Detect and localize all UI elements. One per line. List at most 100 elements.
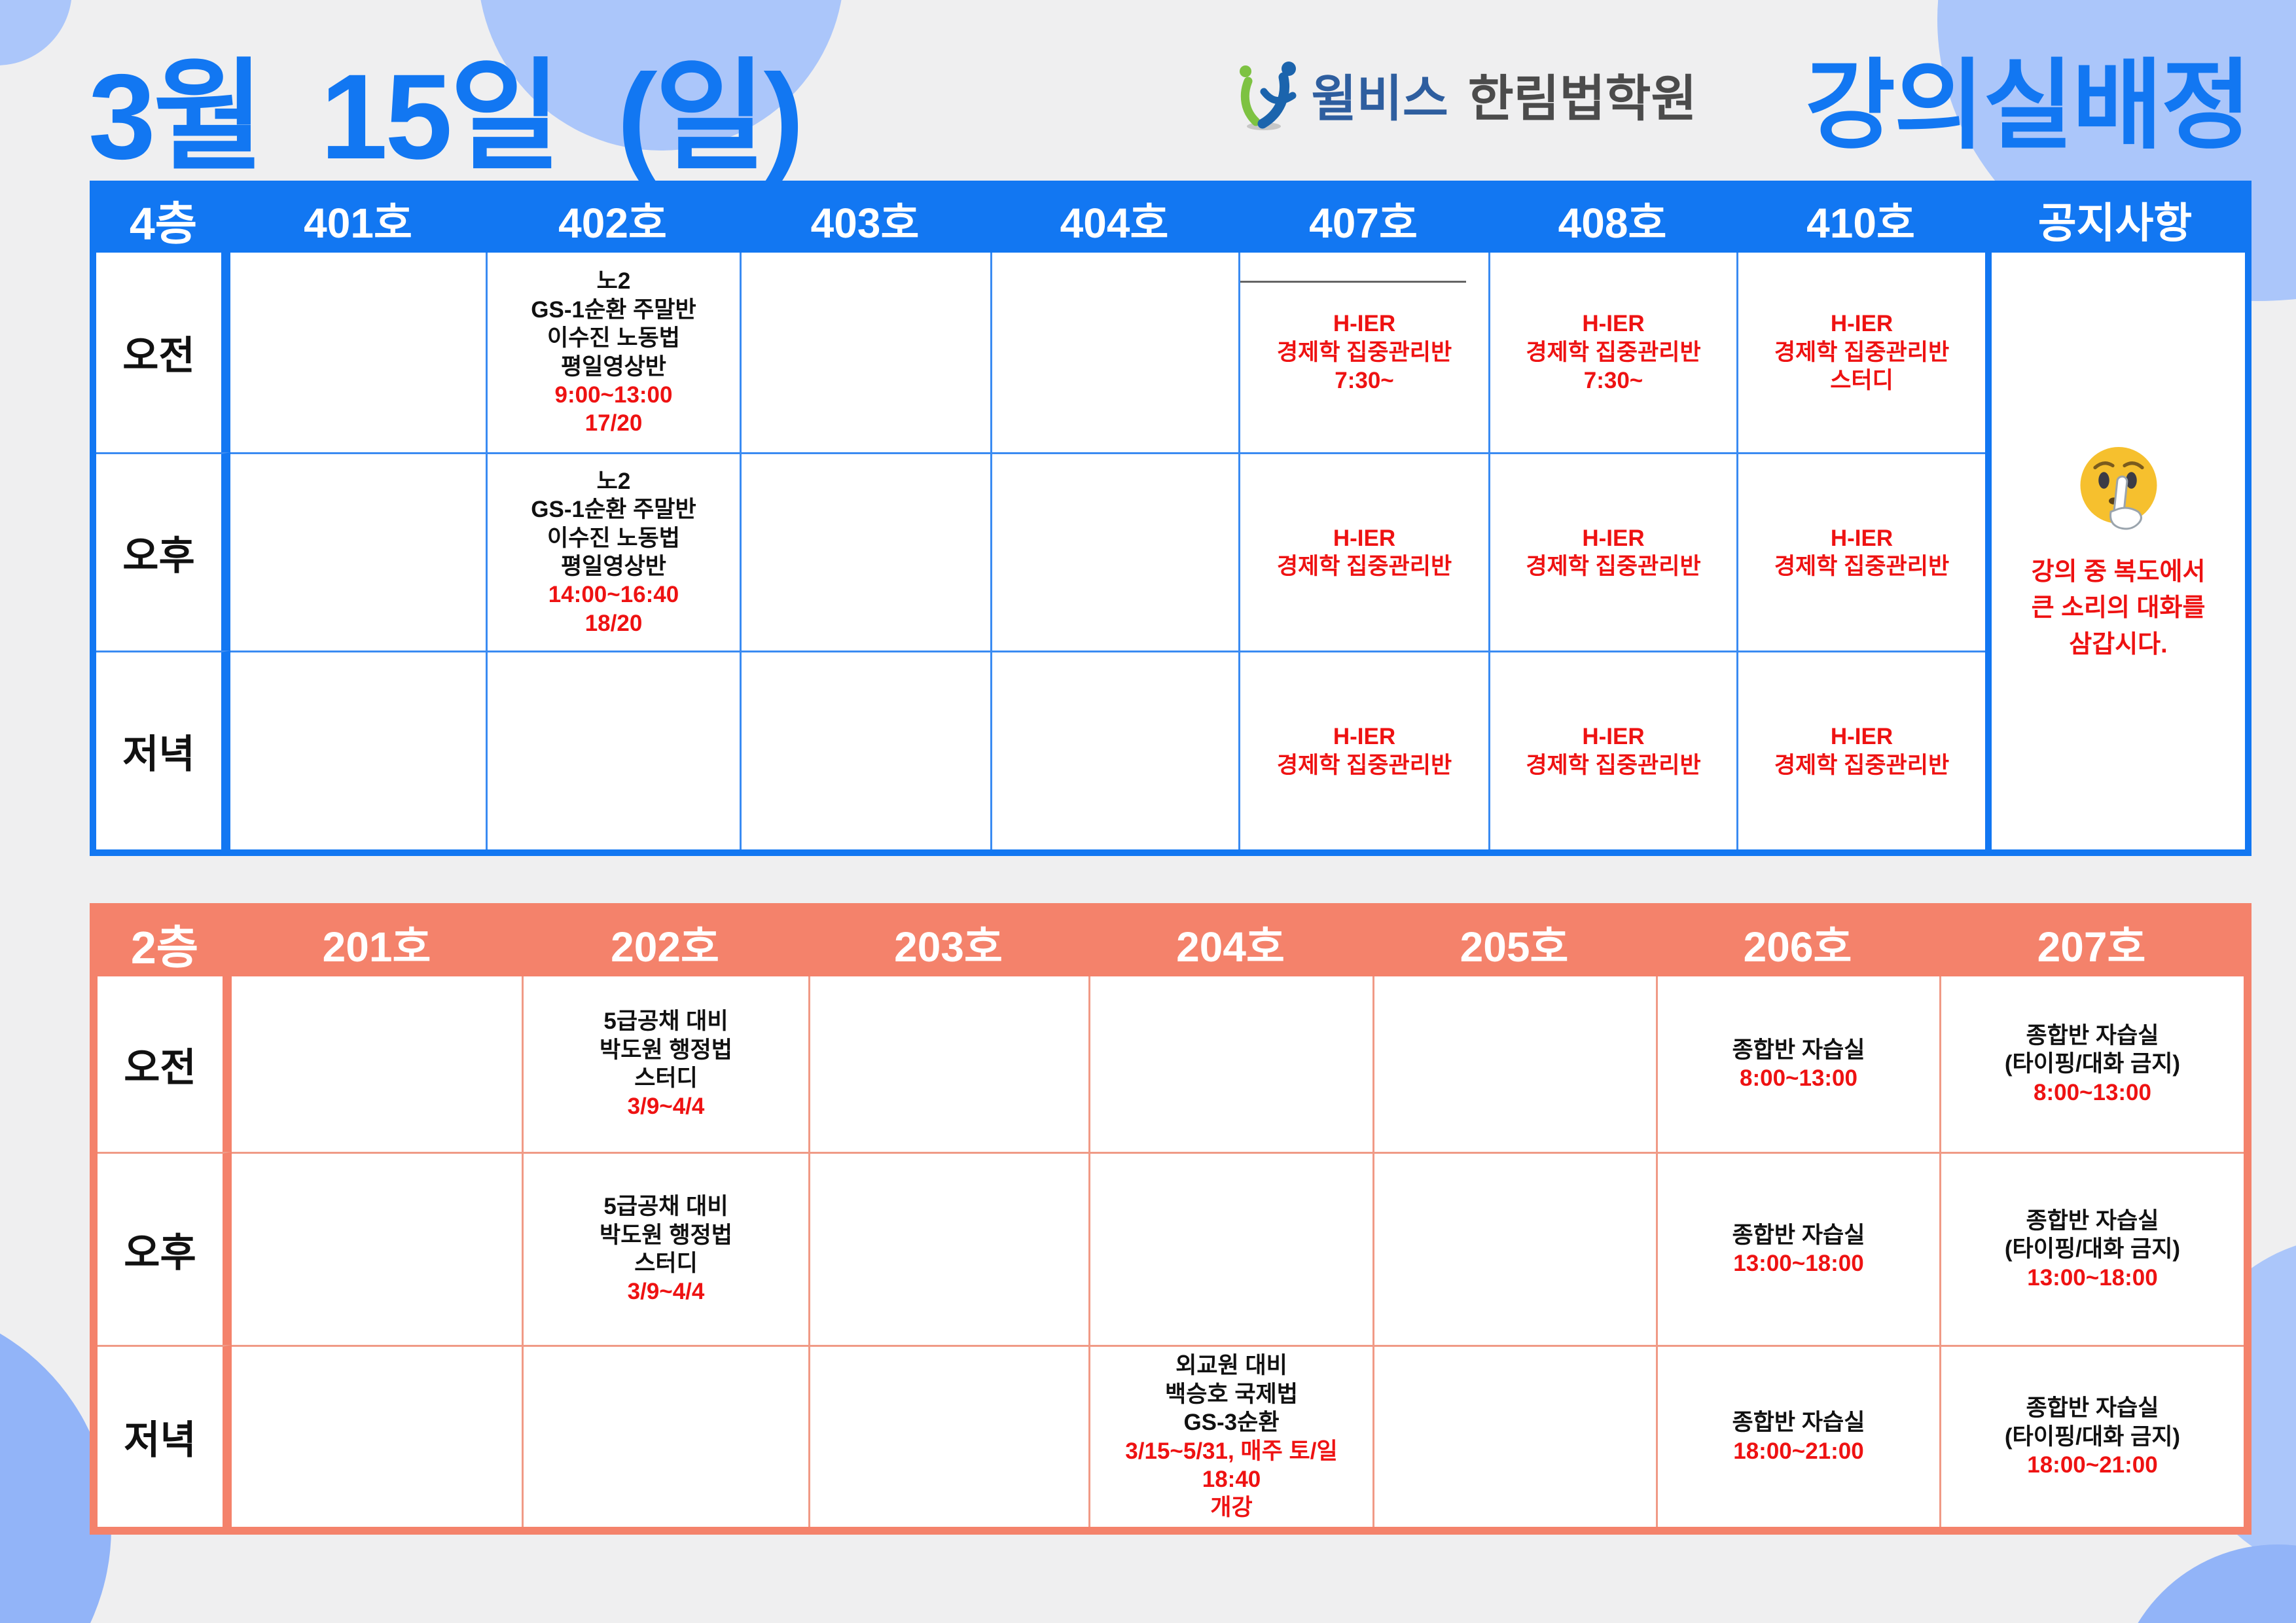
schedule-cell-floor2-r2c7: 종합반 자습실 (타이핑/대화 금지) 13:00~18:00 [1939, 1152, 2244, 1345]
class-time-line: H-IER [1333, 724, 1396, 750]
shushing-face-icon [2080, 447, 2157, 530]
class-info-line: 종합반 자습실 [2026, 1022, 2159, 1048]
brand-logo-icon [1240, 62, 1297, 130]
class-time-line: H-IER [1830, 311, 1893, 337]
schedule-cell-floor2-r2c3 [808, 1152, 1088, 1345]
schedule-cell-floor4-r2c6: H-IER 경제학 집중관리반 [1488, 452, 1736, 651]
class-time-line: H-IER [1830, 724, 1893, 750]
class-time-line: 스터디 [1830, 368, 1893, 394]
schedule-cell-floor4-r2c3 [740, 452, 990, 651]
row-label: 오전 [98, 976, 232, 1152]
class-info-line: 5급공채 대비 [603, 1194, 728, 1220]
class-time-line: 경제학 집중관리반 [1526, 339, 1701, 365]
class-info-line: 종합반 자습실 [1732, 1222, 1865, 1248]
schedule-table-floor4: 4층 401호 402호 403호 404호 407호 408호 410호 공지사항 오전 노2 GS… [90, 181, 2251, 856]
class-info-line: 이수진 노동법 [547, 525, 680, 551]
class-time-line: 18:40 [1202, 1466, 1261, 1492]
class-time-line: 8:00~13:00 [2033, 1079, 2151, 1105]
notice-cell: 강의 중 복도에서 큰 소리의 대화를 삼갑시다. [1985, 253, 2245, 849]
class-info-line: 이수진 노동법 [547, 325, 680, 351]
schedule-cell-floor4-r3c5: H-IER 경제학 집중관리반 [1238, 651, 1488, 849]
class-time-line: H-IER [1582, 525, 1645, 551]
class-time-line: 개강 [1210, 1495, 1253, 1521]
class-time-line: 경제학 집중관리반 [1774, 339, 1950, 365]
class-time-line: 17/20 [584, 410, 643, 437]
column-header-room: 201호 [232, 911, 522, 976]
row-label: 저녁 [98, 1345, 232, 1527]
class-info-line: 백승호 국제법 [1165, 1381, 1298, 1407]
schedule-cell-floor2-r3c4: 외교원 대비 백승호 국제법 GS-3순환 3/15~5/31, 매주 토/일 18:4… [1088, 1345, 1372, 1527]
class-time-line: 경제학 집중관리반 [1276, 554, 1452, 579]
row-label: 오전 [96, 253, 230, 452]
schedule-cell-floor2-r1c3 [808, 976, 1088, 1152]
column-header-room: 206호 [1656, 911, 1939, 976]
schedule-cell-floor2-r2c6: 종합반 자습실 13:00~18:00 [1656, 1152, 1939, 1345]
class-time-line: H-IER [1582, 724, 1645, 750]
class-time-line: H-IER [1582, 311, 1645, 337]
row-label: 저녁 [96, 651, 230, 849]
class-time-line: 13:00~18:00 [1733, 1251, 1864, 1276]
schedule-cell-floor4-r2c4 [990, 452, 1238, 651]
schedule-cell-floor4-r1c6: H-IER 경제학 집중관리반 7:30~ [1488, 253, 1736, 452]
class-info-line: 스터디 [634, 1251, 698, 1276]
class-info-line: 종합반 자습실 [1732, 1410, 1865, 1436]
schedule-cell-floor2-r3c5 [1372, 1345, 1656, 1527]
class-time-line: 18:00~21:00 [2027, 1452, 2158, 1478]
class-time-line: 7:30~ [1583, 368, 1643, 394]
schedule-cell-floor2-r3c3 [808, 1345, 1088, 1527]
class-info-line: 5급공채 대비 [603, 1008, 728, 1035]
class-info-line: 박도원 행정법 [600, 1037, 732, 1063]
schedule-cell-floor4-r1c2: 노2 GS-1순환 주말반 이수진 노동법 평일영상반 9:00~13:00 17/20 [486, 253, 740, 452]
schedule-cell-floor4-r2c5: H-IER 경제학 집중관리반 [1238, 452, 1488, 651]
class-time-line: 18/20 [584, 610, 643, 636]
class-time-line: 경제학 집중관리반 [1276, 752, 1452, 778]
schedule-cell-floor2-r3c2 [522, 1345, 808, 1527]
class-time-line: 경제학 집중관리반 [1774, 554, 1950, 579]
class-time-line: 13:00~18:00 [2027, 1264, 2158, 1291]
class-info-line: 노2 [596, 468, 631, 494]
schedule-cell-floor2-r1c7: 종합반 자습실 (타이핑/대화 금지) 8:00~13:00 [1939, 976, 2244, 1152]
column-header-room: 203호 [808, 911, 1088, 976]
column-header-room: 207호 [1939, 911, 2244, 976]
column-header-room: 401호 [230, 187, 486, 253]
class-time-line: 경제학 집중관리반 [1526, 752, 1701, 778]
schedule-cell-floor2-r3c1 [232, 1345, 522, 1527]
class-info-line: 노2 [596, 268, 631, 294]
class-time-line: 7:30~ [1335, 368, 1394, 394]
schedule-cell-floor4-r3c1 [230, 651, 486, 849]
class-info-line: 종합반 자습실 [2026, 1395, 2159, 1421]
schedule-cell-floor2-r3c7: 종합반 자습실 (타이핑/대화 금지) 18:00~21:00 [1939, 1345, 2244, 1527]
class-time-line: 3/9~4/4 [627, 1094, 705, 1120]
schedule-cell-floor2-r1c2: 5급공채 대비 박도원 행정법 스터디 3/9~4/4 [522, 976, 808, 1152]
schedule-cell-floor4-r2c1 [230, 452, 486, 651]
schedule-table-floor2: 2층 201호 202호 203호 204호 205호 206호 207호 오전 5급공채 대비 박… [90, 903, 2251, 1535]
brand-name-primary: 윌비스 [1311, 71, 1448, 127]
column-header-room: 204호 [1088, 911, 1372, 976]
class-time-line: 14:00~16:40 [548, 582, 679, 608]
class-time-line: 3/15~5/31, 매주 토/일 [1125, 1438, 1338, 1464]
schedule-cell-floor4-r3c7: H-IER 경제학 집중관리반 [1736, 651, 1985, 849]
schedule-cell-floor2-r2c4 [1088, 1152, 1372, 1345]
page-title: 강의실배정 [1804, 50, 2251, 160]
column-header-notice: 공지사항 [1985, 187, 2245, 253]
class-info-line: 박도원 행정법 [600, 1222, 732, 1248]
class-info-line: GS-1순환 주말반 [531, 497, 696, 523]
schedule-cell-floor2-r3c6: 종합반 자습실 18:00~21:00 [1656, 1345, 1939, 1527]
column-header-room: 408호 [1488, 187, 1736, 253]
class-info-line: 스터디 [634, 1065, 698, 1091]
schedule-cell-floor4-r1c1 [230, 253, 486, 452]
notice-line: 강의 중 복도에서 [2031, 558, 2206, 586]
class-time-line: 9:00~13:00 [554, 382, 673, 408]
brand: 윌비스 한림법학원 [1234, 58, 1696, 131]
class-info-line: 종합반 자습실 [2026, 1207, 2159, 1234]
row-label: 오후 [96, 452, 230, 651]
artifact-gray-line [1240, 281, 1466, 283]
column-header-room: 404호 [990, 187, 1238, 253]
schedule-cell-floor4-r1c3 [740, 253, 990, 452]
class-time-line: H-IER [1333, 525, 1396, 551]
schedule-cell-floor2-r2c1 [232, 1152, 522, 1345]
class-time-line: 18:00~21:00 [1733, 1438, 1864, 1464]
schedule-cell-floor2-r1c5 [1372, 976, 1656, 1152]
schedule-cell-floor4-r1c4 [990, 253, 1238, 452]
class-time-line: 경제학 집중관리반 [1774, 752, 1950, 778]
